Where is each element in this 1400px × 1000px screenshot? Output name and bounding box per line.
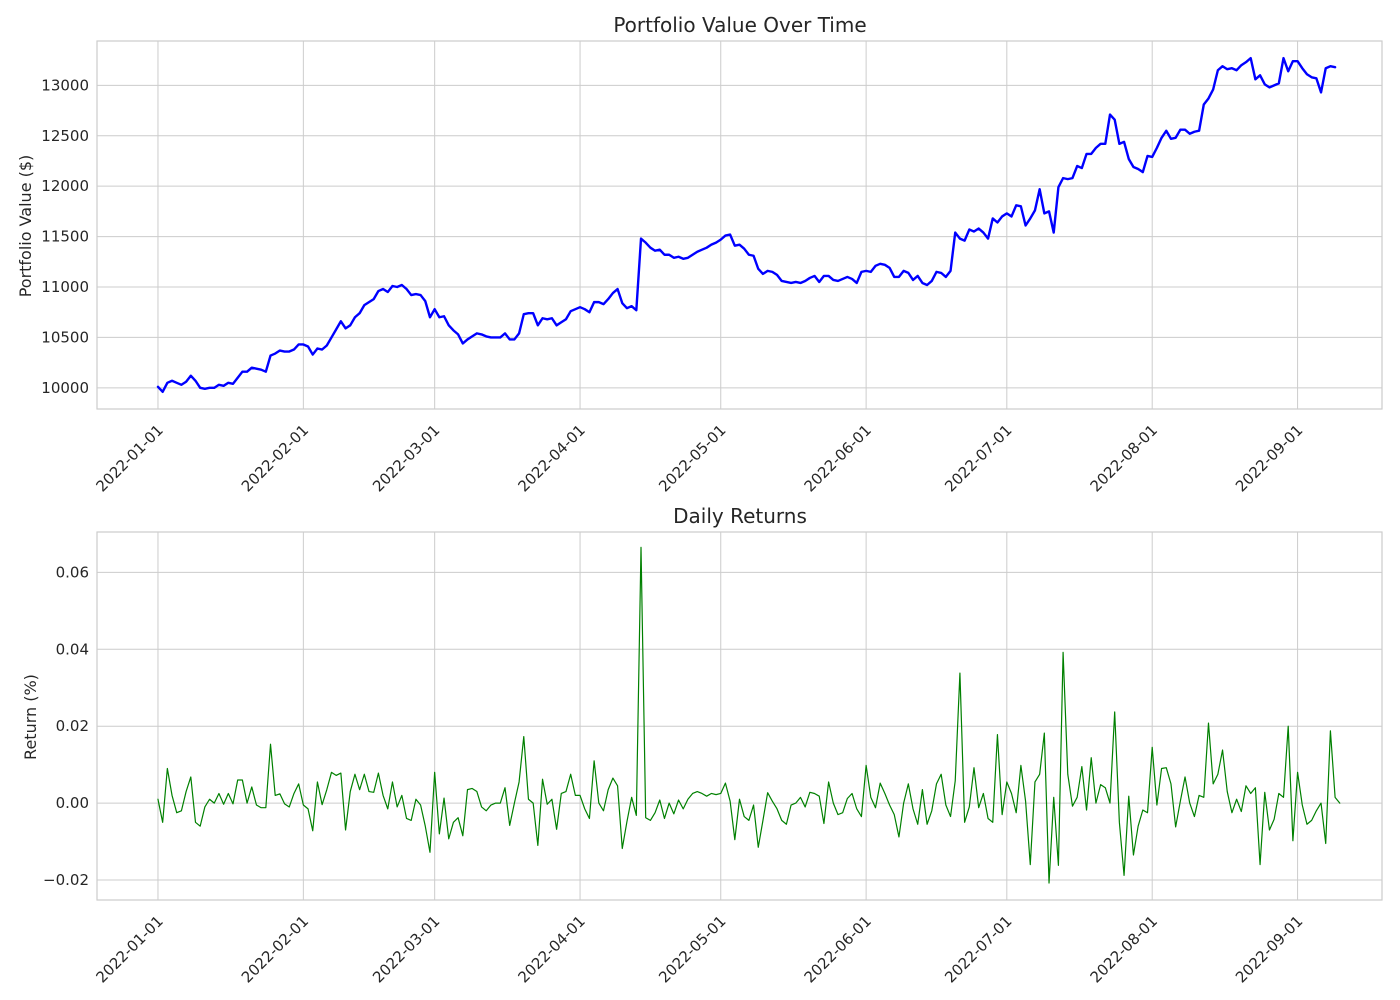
returns-y-tick-label: 0.02 bbox=[56, 717, 89, 735]
returns-axes-frame bbox=[97, 532, 1382, 900]
portfolio-plot-area bbox=[158, 58, 1335, 392]
portfolio-x-tick-label: 2022-02-01 bbox=[238, 421, 312, 495]
portfolio-y-tick-label: 12000 bbox=[41, 177, 89, 195]
portfolio-y-tick-label: 11000 bbox=[41, 278, 89, 296]
returns-grid bbox=[97, 532, 1382, 900]
portfolio-x-ticks: 2022-01-01 2022-02-01 2022-03-01 2022-04-01… bbox=[92, 421, 1306, 495]
returns-x-tick-label: 2022-05-01 bbox=[655, 912, 729, 986]
portfolio-axes-frame bbox=[97, 41, 1382, 409]
returns-x-tick-label: 2022-07-01 bbox=[941, 912, 1015, 986]
portfolio-x-tick-label: 2022-05-01 bbox=[655, 421, 729, 495]
portfolio-value-panel: Portfolio Value Over Time Portfolio Valu… bbox=[16, 13, 1382, 495]
returns-y-tick-label: 0.00 bbox=[56, 794, 89, 812]
portfolio-x-tick-label: 2022-08-01 bbox=[1087, 421, 1161, 495]
portfolio-x-tick-label: 2022-09-01 bbox=[1232, 421, 1306, 495]
returns-x-tick-label: 2022-03-01 bbox=[369, 912, 443, 986]
returns-y-tick-label: 0.06 bbox=[56, 563, 89, 581]
portfolio-y-axis-label: Portfolio Value ($) bbox=[16, 155, 35, 298]
portfolio-series-line bbox=[158, 58, 1335, 392]
returns-x-tick-label: 2022-09-01 bbox=[1232, 912, 1306, 986]
portfolio-grid bbox=[97, 41, 1382, 409]
returns-x-tick-label: 2022-06-01 bbox=[801, 912, 875, 986]
returns-plot-area bbox=[158, 547, 1340, 883]
returns-x-ticks: 2022-01-01 2022-02-01 2022-03-01 2022-04-01… bbox=[92, 912, 1306, 986]
portfolio-y-tick-label: 10000 bbox=[41, 379, 89, 397]
returns-y-ticks: −0.02 0.00 0.02 0.04 0.06 bbox=[43, 563, 89, 889]
returns-x-tick-label: 2022-02-01 bbox=[238, 912, 312, 986]
returns-chart-title: Daily Returns bbox=[673, 504, 807, 528]
returns-y-axis-label: Return (%) bbox=[21, 674, 40, 760]
portfolio-y-ticks: 10000 10500 11000 11500 12000 12500 13000 bbox=[41, 76, 89, 396]
portfolio-y-tick-label: 12500 bbox=[41, 127, 89, 145]
returns-x-tick-label: 2022-08-01 bbox=[1087, 912, 1161, 986]
portfolio-x-tick-label: 2022-04-01 bbox=[514, 421, 588, 495]
portfolio-x-tick-label: 2022-01-01 bbox=[92, 421, 166, 495]
portfolio-y-tick-label: 10500 bbox=[41, 328, 89, 346]
portfolio-x-tick-label: 2022-06-01 bbox=[801, 421, 875, 495]
daily-returns-panel: Daily Returns Return (%) 2022-01-01 2022-… bbox=[21, 504, 1382, 986]
returns-x-tick-label: 2022-01-01 bbox=[92, 912, 166, 986]
returns-x-tick-label: 2022-04-01 bbox=[514, 912, 588, 986]
portfolio-y-tick-label: 11500 bbox=[41, 228, 89, 246]
returns-y-tick-label: 0.04 bbox=[56, 640, 89, 658]
portfolio-x-tick-label: 2022-03-01 bbox=[369, 421, 443, 495]
returns-series-line bbox=[158, 547, 1340, 883]
returns-y-tick-label: −0.02 bbox=[43, 871, 89, 889]
portfolio-chart-title: Portfolio Value Over Time bbox=[613, 13, 866, 37]
portfolio-x-tick-label: 2022-07-01 bbox=[941, 421, 1015, 495]
portfolio-y-tick-label: 13000 bbox=[41, 76, 89, 94]
